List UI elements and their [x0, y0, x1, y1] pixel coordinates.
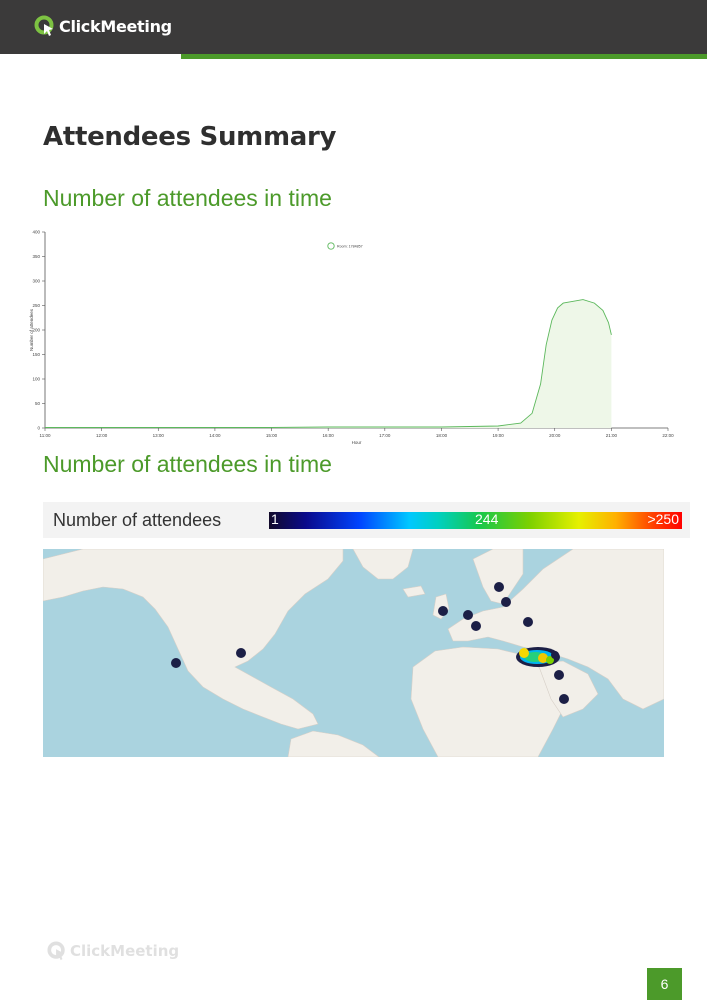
map-north-america: [43, 549, 344, 730]
section-heading-time-chart: Number of attendees in time: [43, 185, 332, 211]
color-scale-min: 1: [271, 511, 279, 527]
x-tick-label: 14:00: [209, 433, 221, 438]
chart-legend: Room: 1784857: [327, 242, 363, 250]
map-point[interactable]: [438, 606, 448, 616]
map-greenland: [352, 549, 414, 580]
map-scandinavia: [472, 549, 524, 605]
map-iceland: [402, 585, 426, 598]
map-point[interactable]: [236, 648, 246, 658]
x-tick-label: 12:00: [96, 433, 108, 438]
legend-marker: [327, 242, 335, 250]
color-scale-mid: 244: [475, 511, 499, 527]
x-tick-label: 17:00: [379, 433, 391, 438]
legend-label: Room: 1784857: [337, 245, 363, 249]
chart-series: [45, 299, 612, 428]
x-tick-label: 21:00: [606, 433, 618, 438]
page-number: 6: [647, 968, 682, 1000]
x-tick-label: 22:00: [662, 433, 674, 438]
y-tick-label: 200: [32, 328, 40, 333]
y-tick-label: 100: [32, 377, 40, 382]
x-tick-label: 19:00: [492, 433, 504, 438]
clickmeeting-logo[interactable]: ClickMeeting: [34, 14, 172, 38]
map-south-america: [287, 730, 380, 757]
map-attendee-points: [171, 582, 569, 704]
y-tick-label: 150: [32, 352, 40, 357]
x-tick-label: 15:00: [266, 433, 278, 438]
map-point[interactable]: [538, 653, 548, 663]
attendees-time-chart: 0 50 100 150 200 250 300 350 400 11:00 12:00 13:00 1…: [29, 230, 674, 446]
map-legend: Number of attendees 1 244 >250: [43, 502, 690, 538]
map-point[interactable]: [519, 648, 529, 658]
map-point[interactable]: [501, 597, 511, 607]
series-line: [45, 299, 612, 428]
map-point[interactable]: [471, 621, 481, 631]
y-axis-label: Number of attendees: [29, 308, 34, 351]
y-tick-label: 250: [32, 303, 40, 308]
y-tick-label: 400: [32, 230, 40, 235]
x-tick-label: 20:00: [549, 433, 561, 438]
map-point[interactable]: [559, 694, 569, 704]
series-area-fill: [45, 299, 612, 428]
section-heading-map: Number of attendees in time: [43, 451, 332, 477]
header-accent-bar: [181, 54, 707, 59]
y-tick-label: 350: [32, 254, 40, 259]
x-tick-label: 16:00: [323, 433, 335, 438]
y-tick-label: 300: [32, 279, 40, 284]
y-tick-label: 0: [37, 426, 40, 431]
footer-logo: ClickMeeting: [47, 940, 179, 962]
x-tick-label: 11:00: [40, 433, 51, 438]
x-tick-label: 13:00: [153, 433, 165, 438]
map-arabia: [537, 660, 599, 718]
map-land: [43, 549, 664, 757]
map-point[interactable]: [463, 610, 473, 620]
map-point[interactable]: [523, 617, 533, 627]
color-scale-max: >250: [647, 511, 679, 527]
map-point[interactable]: [551, 651, 559, 659]
x-tick-label: 18:00: [436, 433, 448, 438]
map-point[interactable]: [494, 582, 504, 592]
y-tick-label: 50: [35, 401, 41, 406]
clickmeeting-logo-icon: [34, 15, 54, 36]
map-point[interactable]: [554, 670, 564, 680]
footer-brand-name: ClickMeeting: [70, 942, 180, 960]
color-scale-gradient: 1 244 >250: [269, 511, 682, 529]
map-legend-label: Number of attendees: [53, 510, 222, 530]
header-bar: ClickMeeting: [0, 0, 707, 54]
map-point[interactable]: [546, 656, 554, 664]
x-axis-label: Hour: [352, 440, 362, 445]
brand-name: ClickMeeting: [59, 16, 172, 36]
attendee-world-map[interactable]: [43, 549, 664, 757]
map-point[interactable]: [171, 658, 181, 668]
clickmeeting-logo-icon: [47, 941, 65, 961]
page-title: Attendees Summary: [43, 122, 337, 152]
